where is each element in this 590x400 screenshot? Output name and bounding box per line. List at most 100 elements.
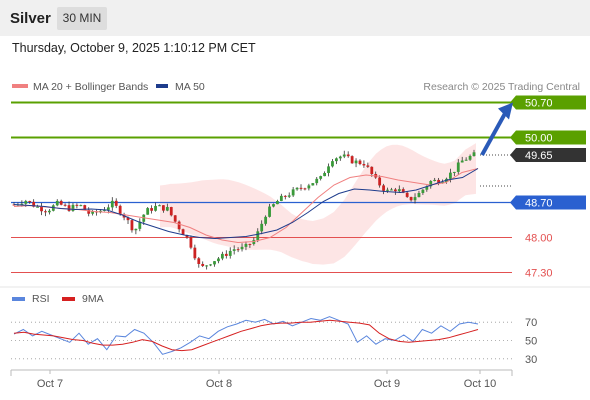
candle-body [425, 186, 429, 190]
candle-body [169, 207, 173, 216]
candle-body [397, 189, 401, 192]
candle-body [154, 205, 157, 211]
candle-body [405, 192, 409, 197]
pivot-tag [516, 195, 586, 210]
candle-body [114, 200, 118, 206]
candle-body [224, 253, 228, 256]
candle-body [327, 166, 330, 173]
candle-body [319, 176, 323, 179]
candle-body [362, 164, 366, 166]
candle-body [382, 185, 385, 191]
candle-body [205, 265, 209, 267]
candle-body [158, 205, 161, 207]
timeframe-button[interactable]: 30 MIN [57, 7, 107, 30]
candle-body [106, 207, 110, 210]
candle-body [429, 181, 433, 187]
candle-body [177, 221, 181, 230]
candle-body [409, 196, 413, 201]
bollinger-band [160, 143, 476, 265]
candle-body [217, 258, 220, 262]
candle-body [390, 189, 393, 191]
candle-body [449, 172, 452, 179]
candle-body [307, 185, 311, 189]
ma20-line [13, 168, 479, 244]
rsi-legend-label: RSI [32, 293, 50, 305]
forecast-arrow-shaft [480, 112, 507, 156]
candle-body [75, 204, 79, 206]
forecast-arrow-head [498, 102, 513, 120]
candle-body [110, 200, 114, 208]
pivot-label: 48.70 [525, 198, 553, 210]
candle-body [472, 152, 476, 157]
candle-body [287, 195, 291, 197]
candle-body [47, 210, 51, 213]
candle-body [63, 204, 67, 206]
resistance-label: 50.70 [525, 98, 553, 110]
candle-body [315, 178, 319, 184]
candle-body [370, 166, 374, 174]
candle-body [358, 160, 362, 165]
candle-body [55, 200, 59, 206]
candle-body [232, 249, 236, 251]
candle-body [59, 200, 63, 205]
candle-body [213, 261, 216, 265]
candle-body [20, 203, 24, 205]
candle-body [331, 161, 334, 167]
candle-body [130, 220, 134, 231]
x-tick-label: Oct 9 [374, 378, 400, 390]
candle-body [146, 208, 150, 215]
rsi-tick-label: 30 [525, 354, 537, 366]
candle-body [134, 228, 138, 231]
candle-body [40, 206, 43, 212]
candle-body [264, 216, 268, 224]
candle-body [220, 253, 224, 259]
candle-body [366, 165, 370, 167]
rsi-legend-swatch [12, 297, 25, 301]
candle-body [460, 160, 464, 163]
candle-body [44, 211, 47, 213]
candle-body [437, 179, 441, 184]
candle-body [67, 205, 71, 211]
candle-body [32, 201, 36, 207]
candle-body [342, 154, 346, 157]
candle-body [103, 209, 106, 211]
x-tick-label: Oct 8 [206, 378, 232, 390]
candle-body [71, 204, 75, 211]
resistance-tag [516, 95, 586, 110]
candle-body [126, 217, 130, 221]
rsi-ma-legend-label: 9MA [82, 293, 104, 305]
candle-body [193, 247, 197, 259]
support-label: 47.30 [525, 268, 553, 280]
candle-body [456, 162, 460, 172]
candle-body [393, 189, 397, 192]
candle-body [209, 264, 212, 266]
credit-text: Research © 2025 Trading Central [423, 81, 580, 93]
candle-body [303, 188, 307, 190]
candle-body [311, 183, 315, 186]
ma50-line [13, 168, 479, 240]
candle-body [283, 195, 287, 197]
candle-body [150, 208, 154, 211]
rsi-ma-legend-swatch [62, 297, 75, 301]
candle-body [354, 160, 358, 164]
candle-body [417, 192, 421, 198]
candle-body [291, 189, 295, 196]
candle-body [248, 243, 252, 245]
candle-body [24, 201, 28, 204]
ma50-legend-swatch [156, 84, 168, 88]
ma20-legend-swatch [12, 84, 28, 88]
candle-body [413, 197, 417, 201]
candle-body [83, 205, 87, 210]
candle-body [28, 201, 32, 203]
candle-body [346, 154, 350, 157]
candle-body [138, 221, 142, 229]
candle-body [421, 189, 425, 193]
candle-body [268, 206, 271, 217]
pivot-tag-pointer [510, 195, 516, 210]
candle-body [189, 237, 193, 248]
resistance-label: 50.00 [525, 133, 553, 145]
candle-body [401, 189, 405, 193]
ma20-legend-label: MA 20 + Bollinger Bands [33, 81, 148, 93]
candle-body [201, 263, 205, 266]
support-label: 48.00 [525, 233, 553, 245]
